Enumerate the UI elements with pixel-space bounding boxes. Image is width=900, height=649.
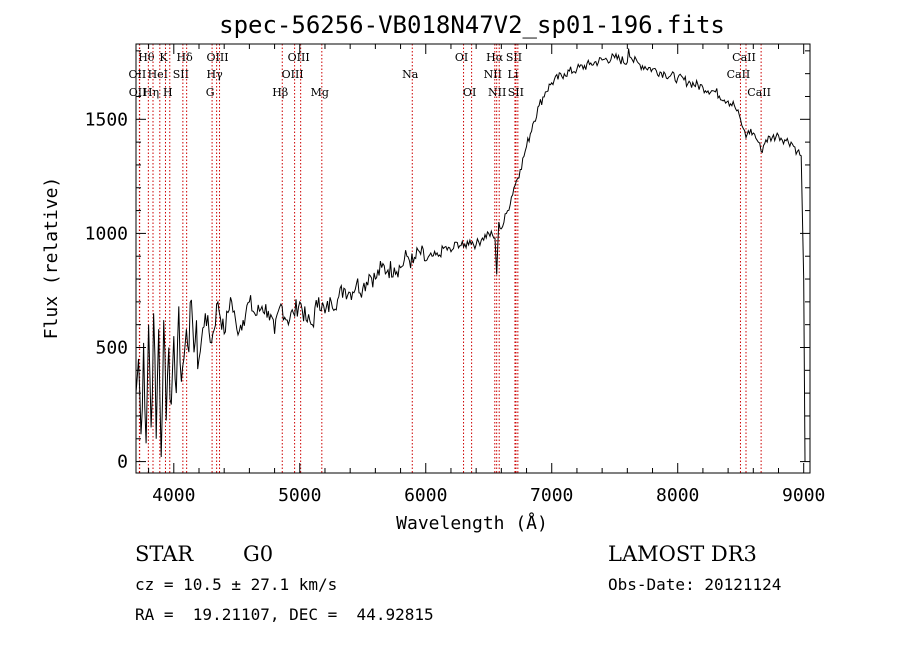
survey-name: LAMOST DR3: [608, 542, 757, 566]
line-label-H-delta: Hδ: [177, 51, 194, 64]
line-label-NII-6548: NII: [484, 68, 502, 81]
line-label-OI-6364: OI: [463, 86, 476, 99]
chart-title: spec-56256-VB018N47V2_sp01-196.fits: [219, 11, 725, 39]
x-tick-label: 6000: [404, 485, 447, 506]
plot-frame: [135, 43, 811, 474]
line-label-H-beta: Hβ: [272, 86, 288, 99]
y-tick-label: 500: [95, 337, 128, 358]
x-tick-label: 7000: [530, 485, 573, 506]
x-tick-label: 5000: [278, 485, 321, 506]
x-tick-label: 9000: [782, 485, 825, 506]
line-label-NII-6583: NII: [488, 86, 506, 99]
y-axis-label: Flux (relative): [41, 177, 62, 340]
y-tick-label: 1000: [85, 223, 128, 244]
y-tick-label: 0: [117, 452, 128, 473]
line-label-H: H: [163, 86, 173, 99]
line-label-CaII-8662: CaII: [747, 86, 771, 99]
line-label-H-gamma: Hγ: [207, 68, 224, 81]
line-label-SII-6716: SII: [506, 51, 522, 64]
x-axis-label: Wavelength (Å): [396, 512, 548, 534]
line-label-H-alpha: Hα: [486, 51, 504, 64]
line-label-SII-6731: SII: [508, 86, 524, 99]
line-label-Li: Li: [508, 68, 519, 81]
line-label-G: G: [206, 86, 215, 99]
line-label-OII: OII: [129, 68, 147, 81]
line-label-CaII-8542: CaII: [732, 51, 756, 64]
x-axis-ticks: 4000 5000 6000 7000 8000 9000: [148, 44, 825, 506]
line-label-OIII-5007: OIII: [288, 51, 310, 64]
line-label-Na: Na: [402, 68, 419, 81]
line-label-Mg: Mg: [311, 86, 329, 99]
object-class: STAR: [135, 542, 194, 566]
redshift-readout: cz = 10.5 ± 27.1 km/s: [135, 575, 337, 594]
obs-date: Obs-Date: 20121124: [608, 575, 781, 594]
x-tick-label: 8000: [656, 485, 699, 506]
line-label-OII-2: OII: [129, 86, 147, 99]
line-label-CaII-8498: CaII: [727, 68, 751, 81]
x-tick-label: 4000: [152, 485, 195, 506]
line-label-HeI: HeI: [148, 68, 168, 81]
line-label-H-eta: Hη: [143, 86, 159, 99]
line-label-H-theta: Hθ: [138, 51, 155, 64]
line-label-SII-blue: SII: [173, 68, 189, 81]
line-label-OIII-blue: OIII: [206, 51, 228, 64]
object-subclass: G0: [243, 542, 273, 566]
line-label-OIII-4959: OIII: [282, 68, 304, 81]
spectrum-line: [135, 48, 806, 462]
line-label-OI-6300: OI: [455, 51, 468, 64]
coordinates: RA = 19.21107, DEC = 44.92815: [135, 605, 434, 624]
line-label-K: K: [159, 51, 168, 64]
y-tick-label: 1500: [85, 109, 128, 130]
y-axis-ticks: 0 500 1000 1500: [85, 50, 810, 473]
